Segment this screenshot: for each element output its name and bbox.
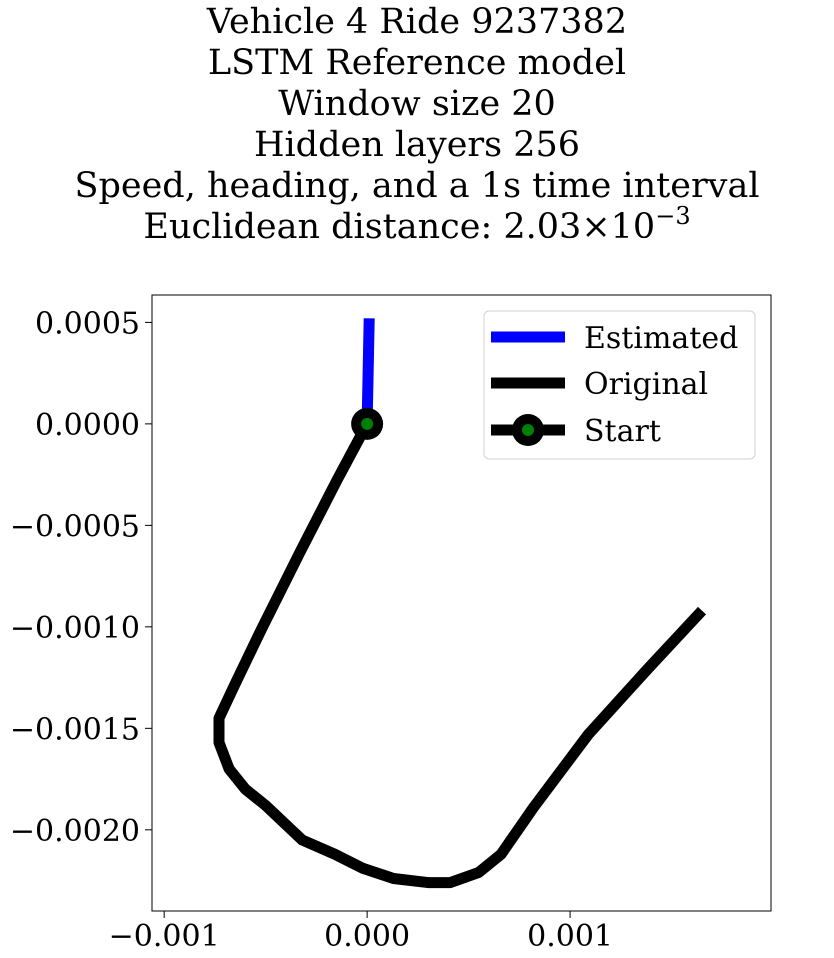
axes-frame (151, 294, 772, 912)
legend-label-original: Original (584, 367, 708, 402)
legend-item-estimated: Estimated (491, 321, 738, 356)
y-tick-label: −0.0010 (10, 611, 140, 646)
legend-label-start: Start (584, 414, 661, 449)
x-tick-label: −0.001 (109, 919, 220, 954)
title-line-3: Window size 20 (278, 84, 556, 124)
legend-item-original: Original (491, 367, 708, 402)
legend-label-estimated: Estimated (584, 321, 738, 356)
x-tick-label: 0.000 (324, 919, 410, 954)
title-line-6: Euclidean distance: 2.03×10−3 (0, 204, 834, 248)
title-distance-base: 10 (610, 207, 656, 247)
y-tick-label: −0.0005 (10, 509, 140, 544)
title-line-5: Speed, heading, and a 1s time interval (74, 166, 760, 206)
y-tick-label: −0.0015 (10, 712, 140, 747)
legend-box (483, 310, 756, 460)
title-distance-times: × (581, 207, 611, 247)
legend-item-start: Start (491, 414, 661, 449)
title-distance-exponent: −3 (655, 202, 691, 230)
legend-start-marker-face (522, 424, 534, 436)
series-line-estimated (361, 318, 375, 425)
title-line-4: Hidden layers 256 (253, 125, 581, 165)
chart-title: Vehicle 4 Ride 9237382 LSTM Reference mo… (0, 2, 834, 248)
y-tick-label: 0.0005 (35, 306, 140, 341)
title-line-1: Vehicle 4 Ride 9237382 (206, 2, 628, 42)
start-marker-face (361, 417, 374, 430)
title-distance-prefix: Euclidean distance: 2.03 (143, 207, 582, 247)
title-line-2: LSTM Reference model (207, 43, 627, 83)
x-tick-label: 0.001 (527, 919, 613, 954)
series-line-original (213, 421, 707, 889)
y-tick-label: −0.0020 (10, 814, 140, 849)
y-tick-label: 0.0000 (35, 408, 140, 443)
